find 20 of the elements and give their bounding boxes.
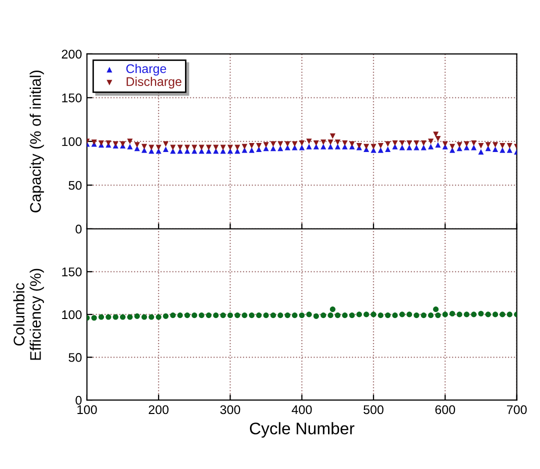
x-tick-label: 200 bbox=[148, 405, 169, 414]
y-tick-label: 0 bbox=[76, 396, 82, 405]
y-tick-label: 150 bbox=[62, 93, 82, 102]
y-tick-label: 50 bbox=[68, 180, 82, 190]
y-tick-label: 100 bbox=[62, 310, 82, 320]
y-tick-label: 0 bbox=[76, 224, 82, 234]
y-axis-title: Capacity (% of initial) bbox=[30, 70, 44, 212]
y-tick-label: 150 bbox=[62, 267, 82, 276]
x-tick-label: 300 bbox=[220, 405, 240, 414]
x-tick-label: 500 bbox=[364, 405, 384, 414]
legend-label: Charge bbox=[126, 64, 166, 76]
y-tick-label: 100 bbox=[62, 137, 82, 146]
y-tick-label: 200 bbox=[62, 50, 82, 59]
y-axis-title: Columbic Efficiency (%) bbox=[13, 268, 44, 360]
legend-label: Discharge bbox=[126, 76, 182, 88]
x-tick-label: 700 bbox=[506, 405, 527, 414]
y-tick-label: 50 bbox=[68, 353, 82, 362]
x-tick-label: 400 bbox=[292, 405, 312, 414]
x-axis-title: Cycle Number bbox=[250, 422, 354, 438]
x-tick-label: 600 bbox=[435, 405, 456, 414]
